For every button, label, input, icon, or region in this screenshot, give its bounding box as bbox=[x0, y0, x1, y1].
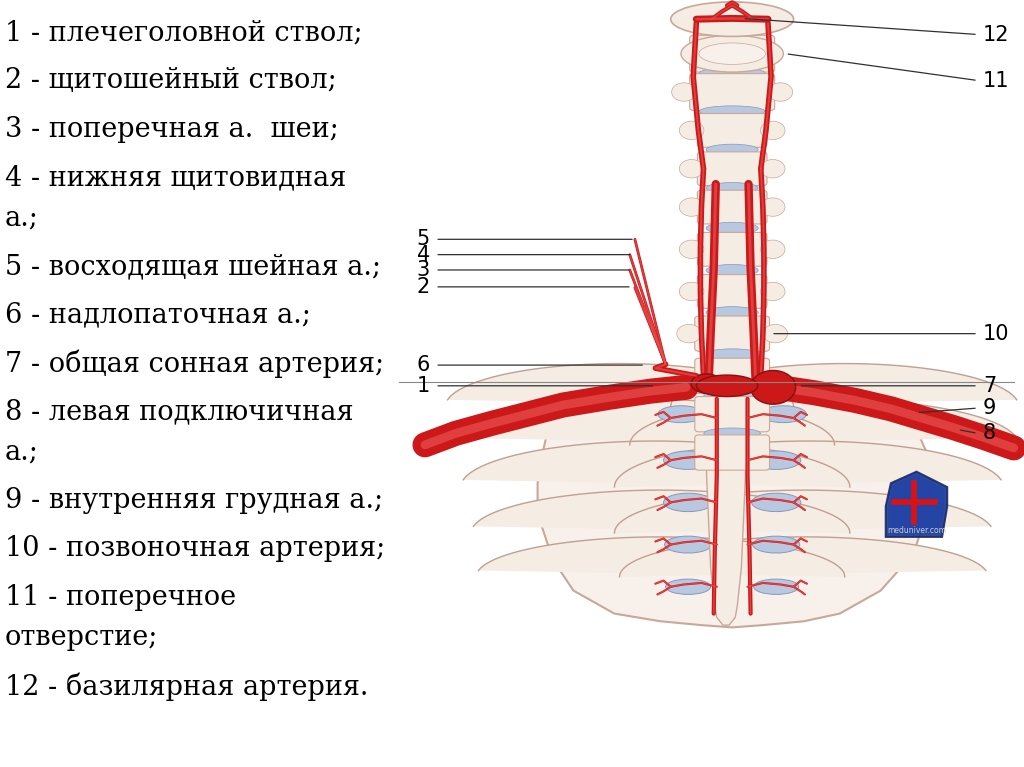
FancyBboxPatch shape bbox=[694, 316, 770, 351]
Ellipse shape bbox=[703, 428, 761, 439]
Ellipse shape bbox=[707, 222, 758, 234]
Ellipse shape bbox=[665, 536, 712, 553]
Text: 3 - поперечная а.  шеи;: 3 - поперечная а. шеи; bbox=[5, 116, 339, 143]
Circle shape bbox=[761, 160, 785, 178]
Circle shape bbox=[677, 324, 701, 343]
Ellipse shape bbox=[707, 144, 758, 155]
Circle shape bbox=[761, 282, 785, 301]
Polygon shape bbox=[620, 537, 986, 577]
Polygon shape bbox=[447, 364, 794, 407]
Ellipse shape bbox=[752, 493, 801, 512]
FancyBboxPatch shape bbox=[697, 275, 767, 308]
Polygon shape bbox=[517, 372, 932, 627]
Polygon shape bbox=[447, 399, 835, 445]
Polygon shape bbox=[707, 391, 745, 625]
Circle shape bbox=[679, 198, 703, 216]
Ellipse shape bbox=[698, 43, 765, 64]
FancyBboxPatch shape bbox=[690, 35, 774, 72]
Circle shape bbox=[761, 121, 785, 140]
Text: 4 - нижняя щитовидная: 4 - нижняя щитовидная bbox=[5, 164, 346, 191]
Polygon shape bbox=[614, 441, 1001, 487]
Ellipse shape bbox=[703, 349, 761, 360]
Circle shape bbox=[679, 160, 703, 178]
Ellipse shape bbox=[664, 493, 713, 512]
Text: 1 - плечеголовной ствол;: 1 - плечеголовной ствол; bbox=[5, 19, 362, 46]
Circle shape bbox=[679, 240, 703, 258]
Text: 12: 12 bbox=[983, 25, 1010, 44]
FancyBboxPatch shape bbox=[697, 190, 767, 224]
Circle shape bbox=[751, 370, 796, 404]
Ellipse shape bbox=[696, 375, 758, 397]
FancyBboxPatch shape bbox=[694, 397, 770, 432]
Text: 6 - надлопаточная а.;: 6 - надлопаточная а.; bbox=[5, 301, 311, 328]
Text: а.;: а.; bbox=[5, 205, 39, 232]
FancyBboxPatch shape bbox=[697, 232, 767, 266]
Text: 9: 9 bbox=[983, 398, 996, 418]
Text: 11: 11 bbox=[983, 71, 1010, 91]
Circle shape bbox=[763, 324, 787, 343]
Polygon shape bbox=[886, 472, 947, 537]
Circle shape bbox=[761, 240, 785, 258]
Text: 9 - внутренняя грудная а.;: 9 - внутренняя грудная а.; bbox=[5, 487, 383, 514]
Text: 6: 6 bbox=[417, 355, 430, 375]
Polygon shape bbox=[671, 364, 1017, 407]
Ellipse shape bbox=[703, 390, 761, 400]
Text: 3: 3 bbox=[417, 260, 430, 280]
Ellipse shape bbox=[664, 451, 713, 469]
Ellipse shape bbox=[754, 579, 799, 594]
Ellipse shape bbox=[691, 374, 722, 393]
FancyBboxPatch shape bbox=[697, 114, 767, 147]
Text: 10 - позвоночная артерия;: 10 - позвоночная артерия; bbox=[5, 535, 385, 562]
Ellipse shape bbox=[753, 536, 800, 553]
Polygon shape bbox=[630, 399, 1017, 445]
FancyBboxPatch shape bbox=[694, 358, 770, 393]
FancyBboxPatch shape bbox=[694, 435, 770, 470]
Ellipse shape bbox=[760, 406, 807, 423]
Ellipse shape bbox=[752, 451, 801, 469]
Ellipse shape bbox=[666, 579, 711, 594]
Text: 5: 5 bbox=[417, 229, 430, 249]
Ellipse shape bbox=[699, 106, 765, 117]
FancyBboxPatch shape bbox=[690, 74, 774, 110]
Text: 10: 10 bbox=[983, 324, 1010, 344]
FancyBboxPatch shape bbox=[697, 152, 767, 186]
Ellipse shape bbox=[699, 67, 765, 78]
Text: 8 - левая подключичная: 8 - левая подключичная bbox=[5, 398, 353, 425]
Text: 11 - поперечное: 11 - поперечное bbox=[5, 584, 237, 611]
Circle shape bbox=[761, 198, 785, 216]
Polygon shape bbox=[473, 490, 850, 533]
Text: 4: 4 bbox=[417, 245, 430, 265]
Text: 7: 7 bbox=[983, 376, 996, 396]
Text: 7 - общая сонная артерия;: 7 - общая сонная артерия; bbox=[5, 350, 384, 378]
Circle shape bbox=[679, 282, 703, 301]
Ellipse shape bbox=[671, 2, 794, 37]
Text: 8: 8 bbox=[983, 423, 996, 443]
Ellipse shape bbox=[707, 265, 758, 276]
Ellipse shape bbox=[658, 406, 705, 423]
Ellipse shape bbox=[707, 307, 758, 318]
Text: 5 - восходящая шейная а.;: 5 - восходящая шейная а.; bbox=[5, 253, 381, 280]
Circle shape bbox=[672, 83, 696, 101]
Ellipse shape bbox=[707, 183, 758, 193]
Text: 1: 1 bbox=[417, 376, 430, 396]
Text: 2: 2 bbox=[417, 277, 430, 297]
Polygon shape bbox=[463, 441, 850, 487]
Text: meduniver.com: meduniver.com bbox=[887, 525, 946, 535]
Text: а.;: а.; bbox=[5, 439, 39, 466]
Circle shape bbox=[679, 121, 703, 140]
Text: 12 - базилярная артерия.: 12 - базилярная артерия. bbox=[5, 673, 369, 701]
Polygon shape bbox=[614, 490, 991, 533]
Text: отверстие;: отверстие; bbox=[5, 624, 159, 651]
Text: 2 - щитошейный ствол;: 2 - щитошейный ствол; bbox=[5, 67, 337, 94]
Circle shape bbox=[768, 83, 793, 101]
Ellipse shape bbox=[681, 35, 783, 72]
Polygon shape bbox=[478, 537, 845, 577]
Polygon shape bbox=[888, 474, 945, 534]
